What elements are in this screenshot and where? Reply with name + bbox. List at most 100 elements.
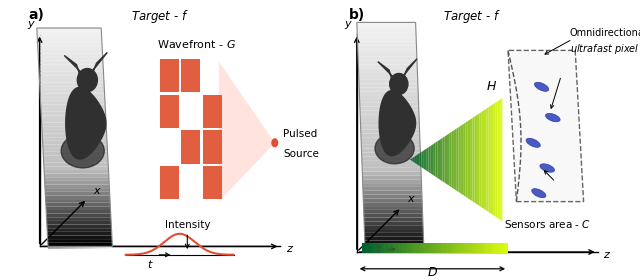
Polygon shape	[359, 76, 418, 80]
Bar	[395, 243, 399, 253]
Bar	[431, 243, 435, 253]
Text: ultrafast pixel - $m(t)$: ultrafast pixel - $m(t)$	[570, 42, 640, 56]
Polygon shape	[38, 57, 103, 61]
Text: $H$: $H$	[486, 80, 497, 93]
Polygon shape	[47, 217, 111, 221]
Polygon shape	[358, 57, 417, 61]
Polygon shape	[42, 126, 106, 130]
Bar	[490, 243, 493, 253]
Polygon shape	[417, 153, 419, 166]
Bar	[106, 246, 109, 249]
Bar	[83, 246, 86, 249]
Text: $y$: $y$	[344, 19, 353, 31]
Polygon shape	[500, 98, 502, 221]
Polygon shape	[39, 75, 104, 79]
Polygon shape	[378, 62, 396, 88]
Polygon shape	[358, 72, 417, 76]
Polygon shape	[357, 22, 416, 26]
Polygon shape	[431, 144, 433, 175]
Polygon shape	[445, 135, 447, 184]
Polygon shape	[440, 138, 442, 181]
Polygon shape	[66, 87, 106, 159]
Text: b): b)	[348, 8, 365, 22]
Polygon shape	[358, 64, 417, 68]
Polygon shape	[38, 43, 102, 46]
Bar	[486, 243, 490, 253]
Polygon shape	[40, 94, 105, 97]
Polygon shape	[43, 144, 108, 148]
Polygon shape	[433, 143, 435, 177]
Bar	[476, 243, 479, 253]
Polygon shape	[38, 61, 103, 64]
Bar	[428, 243, 431, 253]
Bar	[384, 243, 388, 253]
Polygon shape	[42, 123, 106, 126]
Bar	[453, 243, 457, 253]
Polygon shape	[362, 168, 421, 172]
Polygon shape	[456, 127, 458, 192]
Bar	[181, 130, 200, 164]
Bar	[64, 246, 67, 249]
Polygon shape	[362, 176, 421, 179]
Bar	[67, 246, 70, 249]
Bar	[58, 246, 61, 249]
Polygon shape	[37, 39, 102, 43]
Polygon shape	[380, 91, 415, 156]
Polygon shape	[219, 62, 275, 202]
Bar	[497, 243, 500, 253]
Polygon shape	[362, 156, 420, 160]
Polygon shape	[477, 113, 479, 206]
Polygon shape	[40, 97, 105, 101]
Polygon shape	[363, 187, 422, 191]
Polygon shape	[465, 121, 468, 198]
Polygon shape	[362, 172, 421, 176]
Polygon shape	[364, 210, 422, 214]
Polygon shape	[43, 152, 108, 155]
Bar	[93, 246, 96, 249]
Text: $z$: $z$	[604, 250, 611, 260]
Polygon shape	[438, 139, 440, 180]
Polygon shape	[363, 183, 422, 187]
Bar	[381, 243, 384, 253]
Polygon shape	[479, 112, 482, 207]
Polygon shape	[363, 195, 422, 199]
Bar	[446, 243, 450, 253]
Polygon shape	[482, 110, 484, 209]
Polygon shape	[40, 86, 104, 90]
Bar	[203, 130, 222, 164]
Ellipse shape	[375, 133, 414, 164]
Polygon shape	[364, 199, 422, 202]
Bar	[96, 246, 100, 249]
Polygon shape	[365, 241, 424, 244]
Text: $y$: $y$	[27, 19, 36, 31]
Polygon shape	[37, 35, 102, 39]
Polygon shape	[435, 141, 438, 178]
Bar	[493, 243, 497, 253]
Polygon shape	[363, 191, 422, 195]
Text: Omnidirectional: Omnidirectional	[570, 28, 640, 38]
Bar	[362, 243, 366, 253]
Polygon shape	[364, 221, 423, 225]
Polygon shape	[42, 119, 106, 123]
Bar	[388, 243, 392, 253]
Polygon shape	[364, 214, 423, 218]
Text: Sensors area - $C$: Sensors area - $C$	[504, 218, 591, 230]
Polygon shape	[360, 122, 419, 126]
Polygon shape	[361, 141, 420, 145]
Polygon shape	[358, 61, 417, 64]
Bar	[203, 95, 222, 128]
Polygon shape	[362, 164, 421, 168]
Bar	[159, 59, 179, 92]
Polygon shape	[358, 53, 417, 57]
Text: a): a)	[28, 8, 44, 22]
Polygon shape	[45, 199, 110, 203]
Polygon shape	[364, 218, 423, 221]
Polygon shape	[360, 110, 419, 114]
Bar	[439, 243, 442, 253]
Polygon shape	[475, 115, 477, 204]
Bar	[80, 246, 83, 249]
Bar	[100, 246, 103, 249]
Polygon shape	[47, 232, 112, 235]
Polygon shape	[360, 126, 420, 130]
Polygon shape	[508, 50, 584, 202]
